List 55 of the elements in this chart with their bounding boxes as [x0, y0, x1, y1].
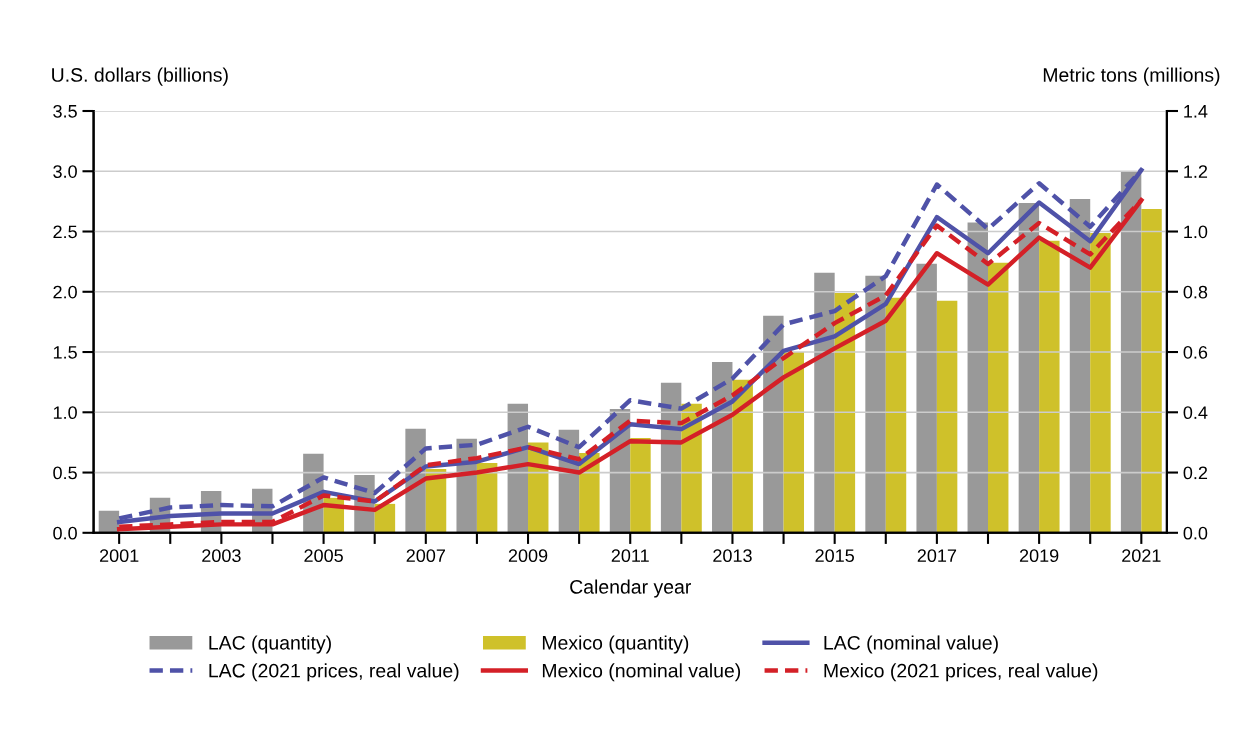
bar [98, 510, 120, 533]
x-tick-label: 2021 [1122, 549, 1161, 563]
y-axis-title: U.S. dollars (billions) [52, 67, 228, 86]
y2-tick-label: 1.0 [1184, 225, 1208, 239]
bar [476, 462, 498, 533]
bar [630, 437, 651, 533]
legend-label: LAC (quantity) [209, 635, 331, 654]
bar [1141, 208, 1162, 533]
x-tick-label: 2001 [99, 549, 139, 563]
bar [885, 297, 907, 533]
bar [865, 275, 886, 533]
x-tick-label: 2003 [202, 549, 241, 563]
y2-tick-label: 0.4 [1183, 406, 1208, 420]
y-tick-label: 1.0 [53, 406, 77, 420]
x-tick-label: 2017 [917, 549, 957, 563]
bar [732, 379, 753, 533]
y-tick-label: 3.5 [53, 104, 77, 118]
bar [936, 300, 958, 533]
x-tick-label: 2011 [611, 549, 649, 563]
x-tick-label: 2013 [713, 549, 752, 563]
y2-tick-label: 0.2 [1183, 466, 1208, 480]
bar [1069, 198, 1091, 533]
y2-tick-label: 1.4 [1184, 105, 1208, 118]
y2-axis-title: Metric tons (millions) [1043, 67, 1220, 86]
y-tick-label: 2.5 [53, 225, 77, 239]
x-tick-label: 2005 [304, 549, 343, 563]
x-tick-label: 2009 [508, 549, 548, 563]
y-tick-label: 0.0 [53, 526, 77, 540]
x-tick-label: 2015 [815, 549, 854, 563]
y-tick-label: 1.5 [53, 346, 77, 359]
bar [814, 272, 835, 533]
bar [1039, 240, 1060, 533]
bar [988, 262, 1009, 533]
x-axis-title: Calendar year [570, 579, 691, 598]
bar [967, 222, 988, 533]
bar [763, 315, 784, 533]
bar [1120, 171, 1142, 533]
y-tick-label: 2.0 [53, 285, 77, 299]
x-tick-label: 2007 [406, 549, 445, 563]
legend-label: LAC (2021 prices, real value) [209, 663, 459, 682]
y2-tick-label: 0.6 [1183, 345, 1208, 359]
bar [1090, 233, 1111, 533]
y-tick-label: 3.0 [53, 165, 77, 178]
legend-label: Mexico (2021 prices, real value) [824, 663, 1098, 682]
legend-label: Mexico (quantity) [542, 635, 689, 654]
bar [916, 263, 937, 533]
legend-label: LAC (nominal value) [824, 635, 998, 654]
y2-tick-label: 0.0 [1183, 526, 1208, 540]
bar [1018, 202, 1040, 533]
y2-tick-label: 1.2 [1184, 165, 1208, 178]
bar [783, 352, 805, 533]
y2-tick-label: 0.8 [1183, 285, 1208, 299]
legend-label: Mexico (nominal value) [542, 663, 741, 682]
y-tick-label: 0.5 [53, 466, 77, 480]
x-tick-label: 2019 [1019, 549, 1059, 563]
